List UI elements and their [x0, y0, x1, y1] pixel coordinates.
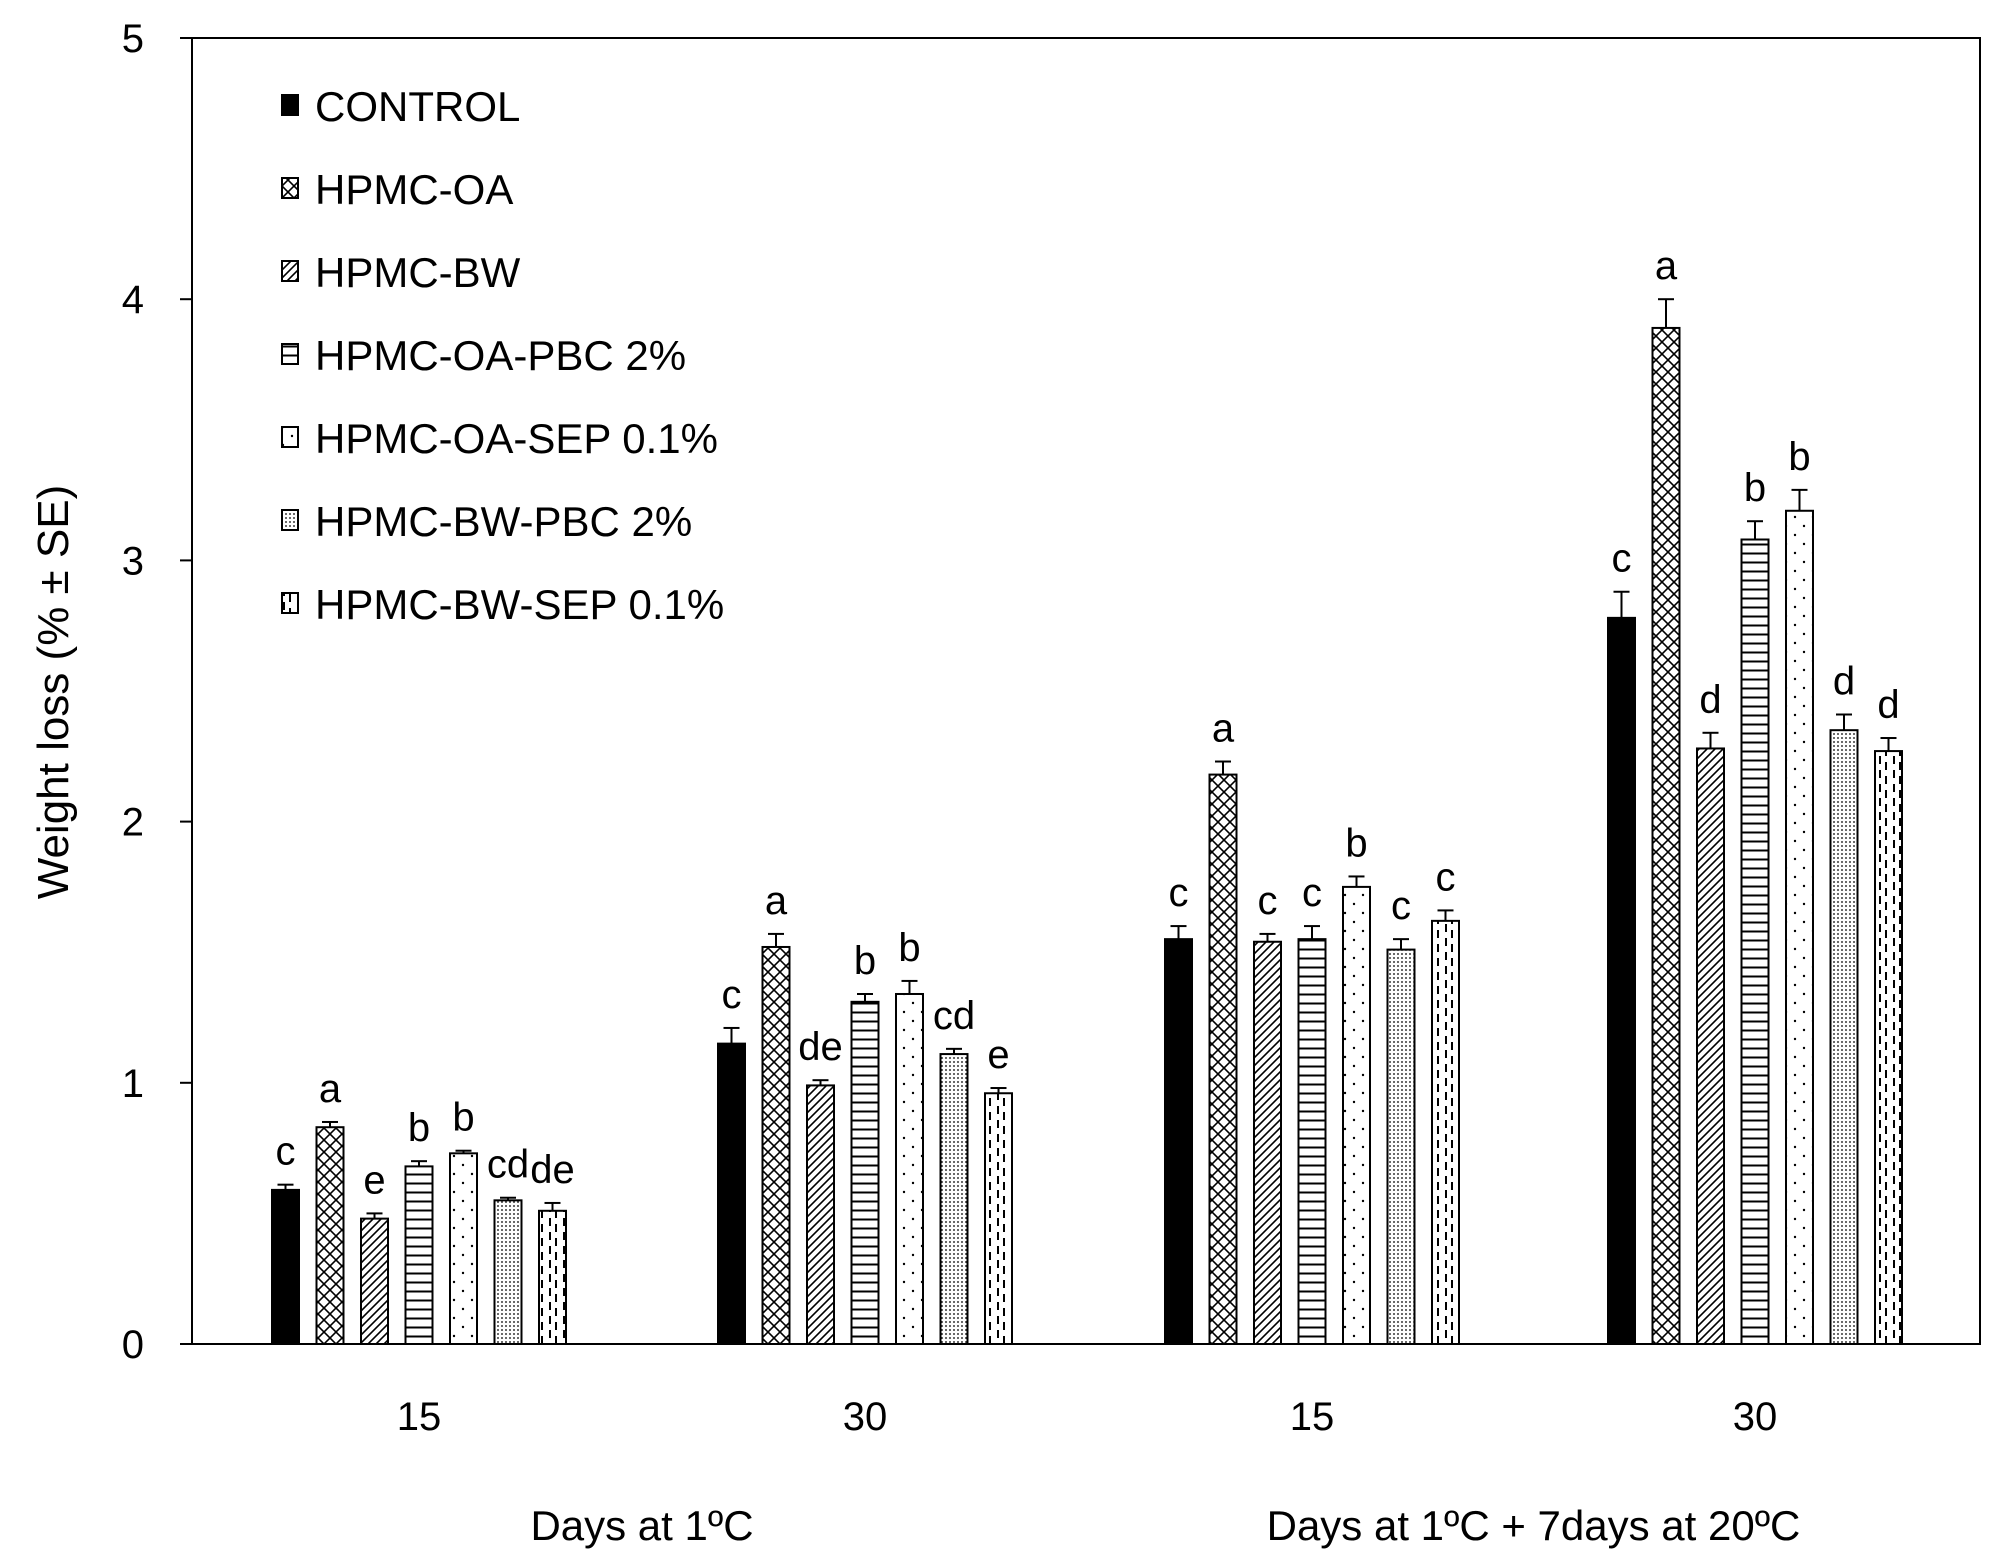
significance-label: b	[1744, 466, 1766, 510]
significance-label: b	[854, 939, 876, 983]
significance-label: b	[1345, 821, 1367, 865]
bar	[1740, 538, 1770, 1345]
bar	[717, 1042, 746, 1345]
bar	[493, 1199, 523, 1345]
legend-label: HPMC-OA	[315, 166, 513, 213]
significance-label: c	[722, 973, 742, 1017]
legend-swatch	[281, 94, 299, 116]
legend-label: CONTROL	[315, 83, 520, 130]
bar	[1607, 616, 1636, 1345]
y-tick-label: 1	[122, 1062, 144, 1106]
significance-label: c	[276, 1130, 296, 1174]
bar	[1431, 919, 1460, 1346]
significance-label: b	[408, 1106, 430, 1150]
x-tick-label: 15	[1290, 1395, 1335, 1439]
legend-swatch	[281, 343, 299, 365]
significance-label: c	[1391, 884, 1411, 928]
y-axis-label: Weight loss (% ± SE)	[29, 485, 78, 900]
bar	[1874, 750, 1903, 1345]
x-tick-label: 30	[1733, 1395, 1778, 1439]
significance-label: e	[987, 1033, 1009, 1077]
significance-label: d	[1877, 683, 1899, 727]
significance-label: de	[530, 1148, 575, 1192]
legend-swatch	[281, 592, 299, 614]
legend-label: HPMC-BW-SEP 0.1%	[315, 581, 724, 628]
y-tick-label: 4	[122, 278, 144, 322]
y-tick-label: 3	[122, 539, 144, 583]
significance-label: a	[1655, 244, 1678, 288]
legend-label: HPMC-BW-PBC 2%	[315, 498, 692, 545]
legend-swatch	[281, 177, 299, 199]
bar	[360, 1217, 389, 1346]
y-tick-label: 5	[122, 17, 144, 61]
y-tick-label: 2	[122, 801, 144, 845]
bar	[761, 945, 791, 1345]
significance-label: cd	[933, 994, 975, 1038]
significance-label: a	[1212, 707, 1235, 751]
bar	[404, 1165, 434, 1346]
bar	[449, 1152, 478, 1345]
x-tick-label: 15	[397, 1395, 442, 1439]
bar	[1829, 729, 1859, 1345]
significance-label: d	[1699, 678, 1721, 722]
significance-label: c	[1302, 871, 1322, 915]
significance-label: a	[765, 879, 788, 923]
significance-label: b	[898, 926, 920, 970]
legend-swatch	[281, 260, 299, 282]
bar	[1651, 326, 1681, 1345]
legend-swatch	[281, 509, 299, 531]
significance-label: d	[1833, 660, 1855, 704]
significance-label: b	[452, 1096, 474, 1140]
significance-label: c	[1436, 855, 1456, 899]
bar	[850, 1000, 880, 1345]
significance-label: c	[1169, 871, 1189, 915]
significance-label: cd	[487, 1143, 529, 1187]
bar	[1386, 948, 1416, 1345]
legend-label: HPMC-BW	[315, 249, 521, 296]
x-tick-label: 30	[843, 1395, 888, 1439]
y-tick-label: 0	[122, 1323, 144, 1367]
significance-label: a	[319, 1067, 342, 1111]
bar	[538, 1209, 567, 1345]
significance-label: c	[1612, 537, 1632, 581]
bar	[895, 992, 924, 1345]
plot-frame	[191, 37, 1981, 1345]
x-group-label: Days at 1ºC	[530, 1502, 753, 1549]
significance-label: c	[1258, 879, 1278, 923]
bar	[984, 1092, 1013, 1346]
bar	[1696, 747, 1725, 1345]
significance-label: de	[798, 1025, 843, 1069]
bar	[939, 1053, 969, 1345]
legend-label: HPMC-OA-PBC 2%	[315, 332, 686, 379]
bar	[271, 1188, 300, 1345]
legend-swatch	[281, 426, 299, 448]
significance-label: b	[1788, 435, 1810, 479]
legend-label: HPMC-OA-SEP 0.1%	[315, 415, 718, 462]
bar	[1208, 773, 1238, 1345]
significance-label: e	[363, 1158, 385, 1202]
bar	[806, 1084, 835, 1345]
bar	[1785, 509, 1814, 1346]
bar	[1164, 938, 1193, 1345]
bar	[1342, 885, 1371, 1346]
bar	[315, 1126, 345, 1345]
bar	[1253, 940, 1282, 1345]
x-group-label: Days at 1ºC + 7days at 20ºC	[1267, 1502, 1801, 1549]
bar	[1297, 938, 1327, 1345]
